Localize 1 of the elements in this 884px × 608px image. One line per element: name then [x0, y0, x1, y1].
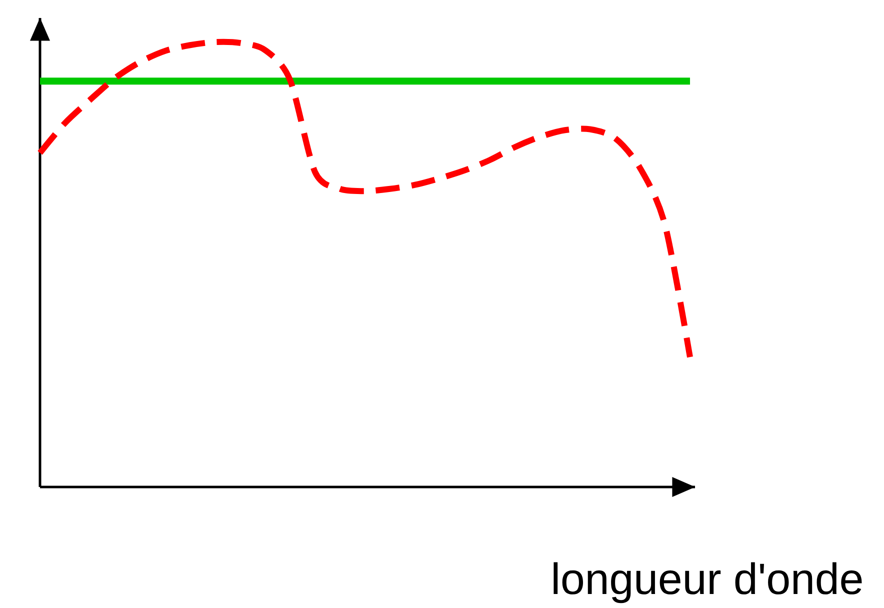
- x-axis-title: longueur d'onde: [554, 562, 862, 604]
